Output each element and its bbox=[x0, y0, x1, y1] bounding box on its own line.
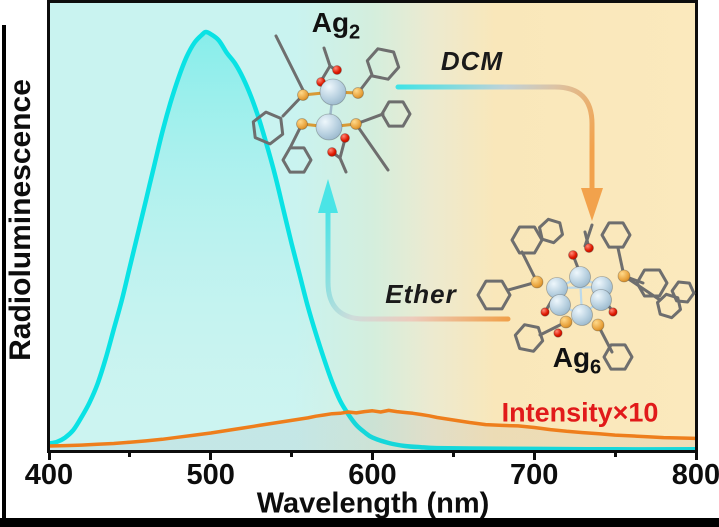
dcm-label: DCM bbox=[440, 46, 504, 76]
x-tick-label: 600 bbox=[348, 459, 397, 491]
phenyl-ring bbox=[476, 279, 512, 311]
silver-atom bbox=[549, 294, 571, 316]
phenyl-ring bbox=[602, 343, 634, 371]
ag6-emission-curve bbox=[50, 408, 695, 448]
x-minor-tick bbox=[290, 452, 294, 457]
ether-arrowhead-icon bbox=[318, 179, 338, 213]
oxygen-atom bbox=[327, 147, 337, 157]
ether-arrow bbox=[318, 179, 511, 322]
ag6-molecule bbox=[476, 217, 696, 371]
silver-atom bbox=[569, 266, 591, 288]
dcm-arrowhead-icon bbox=[581, 188, 603, 221]
oxygen-atom bbox=[332, 65, 342, 75]
x-tick-label: 800 bbox=[671, 459, 719, 491]
phosphorus-atom bbox=[530, 275, 544, 289]
oxygen-atom bbox=[568, 250, 578, 260]
ag2-label: Ag2 bbox=[311, 7, 361, 44]
silver-atom bbox=[590, 289, 612, 311]
x-tick-label: 400 bbox=[24, 459, 74, 491]
ag6-label: Ag6 bbox=[552, 342, 602, 379]
dcm-arrow bbox=[395, 84, 603, 221]
oxygen-atom bbox=[584, 243, 594, 253]
phenyl-ring bbox=[251, 110, 285, 146]
phenyl-ring bbox=[656, 292, 682, 320]
x-minor-tick bbox=[128, 452, 132, 457]
ether-label: Ether bbox=[385, 279, 457, 309]
phosphorus-atom bbox=[591, 318, 605, 332]
silver-atom bbox=[319, 78, 347, 106]
phosphorus-atom bbox=[352, 87, 364, 99]
phenyl-ring bbox=[513, 323, 545, 353]
phosphorus-atom bbox=[617, 269, 631, 283]
ag2-molecule bbox=[251, 34, 412, 174]
phosphorus-atom bbox=[559, 315, 573, 329]
x-tick-label: 500 bbox=[186, 459, 235, 491]
phosphorus-atom bbox=[350, 118, 362, 130]
bond-stick bbox=[274, 34, 307, 96]
x-tick-label: 700 bbox=[510, 459, 559, 491]
phenyl-ring bbox=[510, 225, 544, 255]
x-major-tick bbox=[209, 452, 213, 460]
phenyl-ring bbox=[281, 146, 313, 174]
figure-border-left bbox=[2, 25, 6, 527]
oxygen-atom bbox=[608, 307, 618, 317]
phenyl-ring bbox=[365, 47, 401, 81]
bond-stick bbox=[354, 122, 390, 172]
x-major-tick bbox=[371, 452, 374, 460]
x-major-tick bbox=[694, 452, 698, 460]
bond-stick bbox=[338, 156, 348, 174]
phenyl-ring bbox=[380, 100, 412, 128]
ag2-emission-area bbox=[50, 32, 695, 450]
phenyl-ring bbox=[670, 280, 696, 304]
x-minor-tick bbox=[451, 452, 455, 457]
silver-atom bbox=[571, 304, 593, 326]
phosphorus-atom bbox=[297, 89, 309, 101]
x-major-tick bbox=[47, 452, 51, 460]
ag6-emission-area bbox=[50, 410, 695, 450]
phenyl-ring bbox=[600, 221, 632, 249]
figure-border-bottom bbox=[0, 518, 719, 527]
y-axis-label: Radioluminescence bbox=[4, 79, 37, 361]
phenyl-ring bbox=[538, 217, 564, 245]
spectra-curves bbox=[50, 29, 695, 450]
silver-atom bbox=[315, 113, 343, 141]
phosphorus-atom bbox=[296, 118, 308, 130]
oxygen-atom bbox=[340, 133, 350, 143]
oxygen-atom bbox=[553, 328, 563, 338]
x-major-tick bbox=[532, 452, 536, 460]
x-minor-tick bbox=[613, 452, 617, 457]
x-axis-label: Wavelength (nm) bbox=[256, 487, 490, 520]
intensity-x10-label: Intensity×10 bbox=[501, 397, 659, 428]
oxygen-atom bbox=[540, 307, 550, 317]
bond-stick bbox=[622, 274, 662, 302]
bond-stick bbox=[322, 46, 332, 68]
